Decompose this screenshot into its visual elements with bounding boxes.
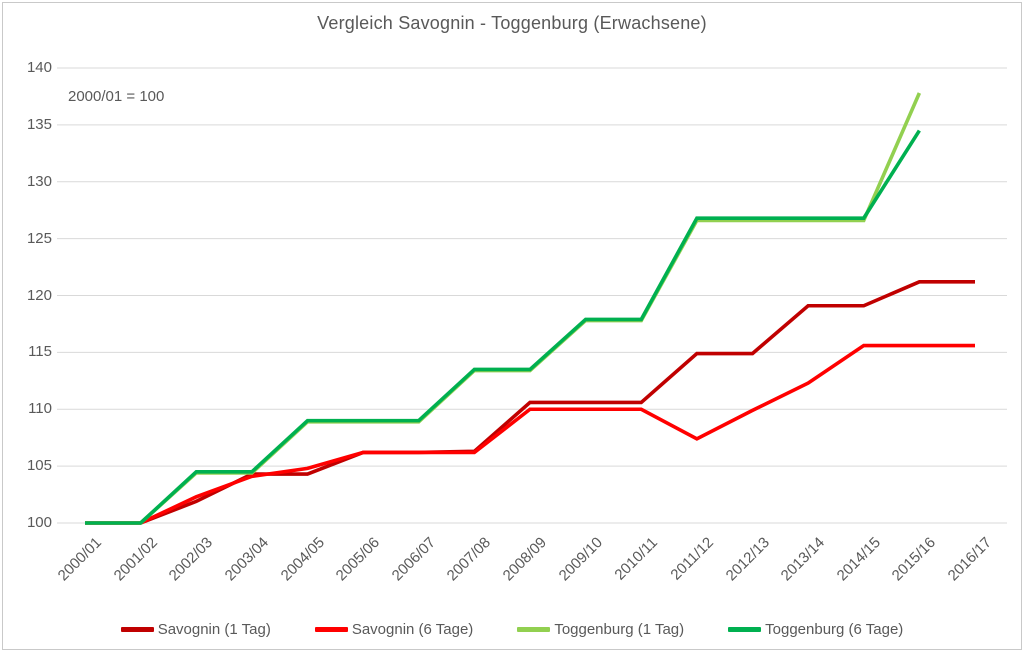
y-axis-tick-label: 110 [28,400,52,418]
legend-line-swatch [728,627,762,632]
baseline-annotation: 2000/01 = 100 [68,88,165,105]
y-axis-tick-label: 135 [26,115,52,133]
legend-item-toggenburg-1-tag-[interactable]: Toggenburg (1 Tag) [517,621,684,638]
gridlines [57,67,1007,524]
legend-label: Savognin (1 Tag) [157,621,271,638]
y-axis-tick-label: 130 [26,172,52,190]
legend-item-savognin-1-tag-[interactable]: Savognin (1 Tag) [120,621,271,638]
y-axis-tick-label: 100 [26,514,52,531]
legend-item-savognin-6-tage-[interactable]: Savognin (6 Tage) [314,621,474,638]
legend-line-swatch [120,627,154,632]
series-line-toggenburg-1-tag- [85,92,922,525]
legend: Savognin (1 Tag) Savognin (6 Tage) Toggenb… [0,621,1024,638]
legend-label: Toggenburg (1 Tag) [554,621,685,638]
legend-item-toggenburg-6-tage-[interactable]: Toggenburg (6 Tage) [728,621,903,638]
y-axis-tick-label: 115 [28,343,52,361]
legend-line-swatch [517,627,551,632]
series-line-toggenburg-6-tage- [85,129,921,525]
legend-label: Toggenburg (6 Tage) [765,621,904,638]
y-axis-tick-label: 125 [26,229,52,247]
series-lines [85,92,975,525]
y-axis-tick-label: 140 [26,59,52,76]
chart-title: Vergleich Savognin - Toggenburg (Erwachs… [317,13,707,33]
y-axis-tick-label: 105 [26,457,52,475]
legend-label: Savognin (6 Tage) [351,621,474,638]
legend-line-swatch [314,627,348,632]
series-line-savognin-6-tage- [85,343,975,525]
y-axis-tick-label: 120 [26,286,52,304]
